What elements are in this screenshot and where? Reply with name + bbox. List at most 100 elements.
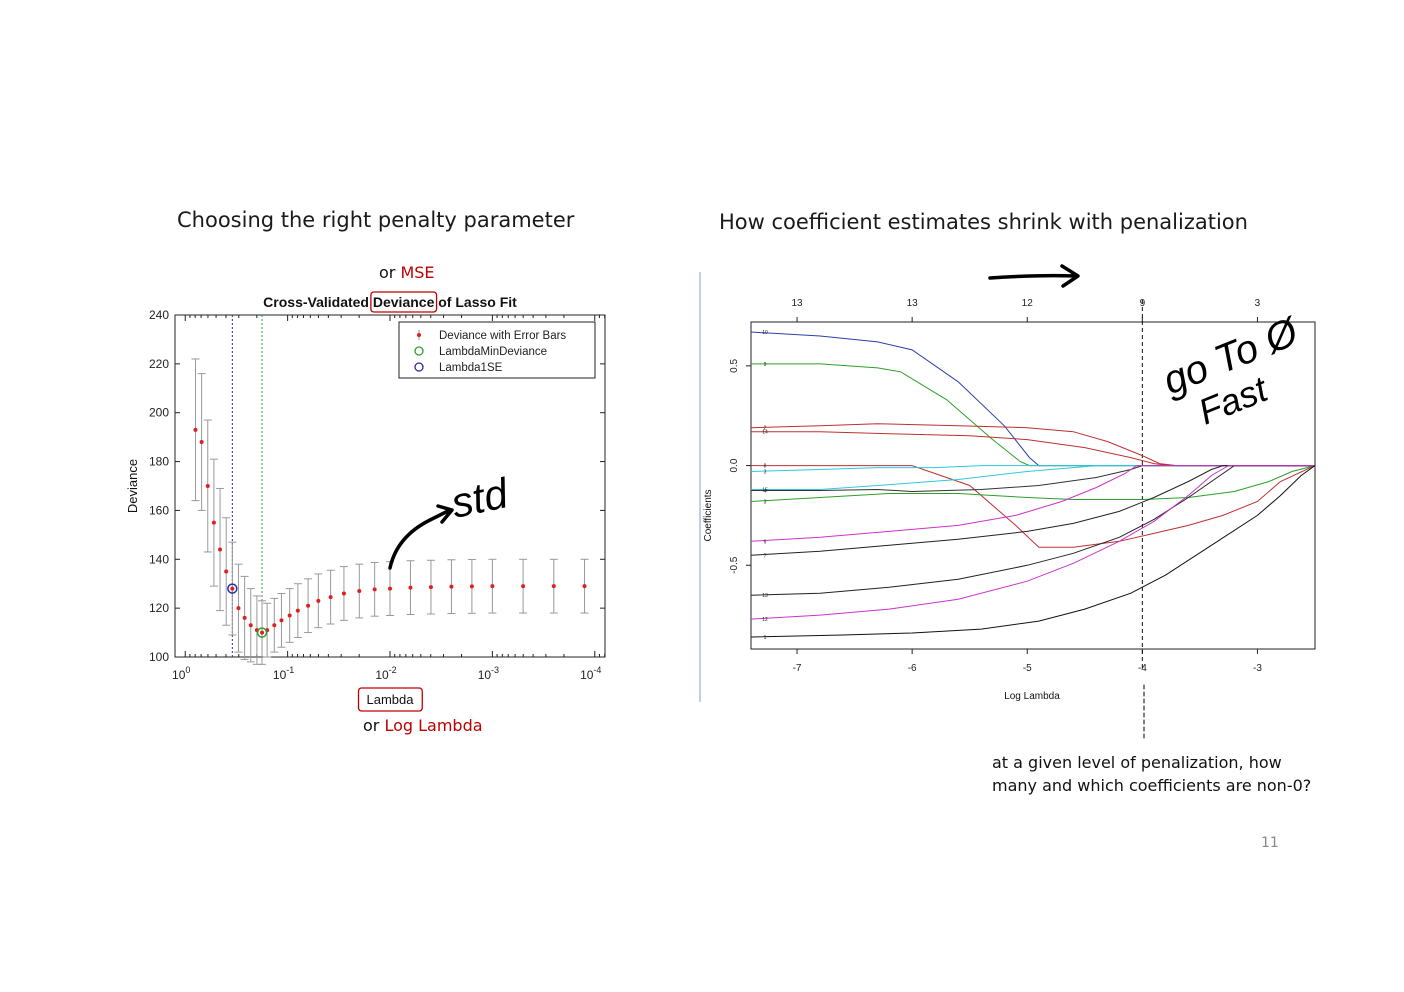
chart-title: Cross-Validated Deviance of Lasso Fit (263, 294, 517, 310)
top-tick-label: 13 (907, 298, 919, 309)
deviance-point (357, 589, 362, 594)
title-part: of Lasso Fit (434, 294, 517, 310)
title-highlight-box (370, 291, 438, 313)
y-tick-label: 140 (149, 552, 169, 566)
top-tick-label: 12 (1022, 298, 1034, 309)
or-mse-word: MSE (400, 263, 435, 282)
deviance-point (469, 584, 474, 589)
coefficient-path (750, 423, 1315, 467)
y-tick-label: 160 (149, 503, 169, 517)
deviance-point (341, 591, 346, 596)
top-tick-label: 3 (1255, 298, 1261, 309)
or-log-lambda-prefix: or (363, 716, 385, 735)
deviance-point (236, 606, 241, 611)
x-tick-label: 100 (172, 665, 190, 682)
deviance-point (295, 608, 300, 613)
coefficient-label: 1 (764, 635, 767, 641)
deviance-point (199, 440, 204, 445)
coefficient-path (750, 465, 1315, 542)
y-tick-label: 100 (149, 650, 169, 664)
coefficient-path (751, 363, 1315, 467)
title-highlight-word: Deviance (373, 294, 435, 310)
x-tick-label: 10-1 (273, 665, 294, 682)
title-part: Cross-Validated (263, 294, 373, 310)
right-heading: How coefficient estimates shrink with pe… (719, 210, 1248, 234)
coefficient-path (751, 431, 1315, 467)
coefficient-label: 10 (762, 330, 768, 336)
top-tick-label: 13 (791, 298, 803, 309)
coefficient-path (751, 465, 1316, 548)
lambda-1se-marker (227, 583, 238, 594)
legend-entry: Deviance with Error Bars (439, 330, 566, 342)
deviance-point (372, 587, 377, 592)
deviance-point (230, 586, 235, 591)
y-tick-label: 200 (149, 406, 169, 420)
x-tick-label: -7 (793, 663, 802, 674)
or-mse-prefix: or (379, 263, 401, 282)
coefficient-path (750, 465, 1315, 596)
deviance-point (306, 603, 311, 608)
or-log-lambda-label: or Log Lambda (363, 716, 483, 735)
coefficient-label: 4 (764, 488, 767, 494)
y-axis-label: Deviance (125, 459, 140, 513)
deviance-point (248, 623, 253, 628)
note-line-1: at a given level of penalization, how (992, 753, 1282, 772)
x-tick-label: 10-2 (375, 665, 396, 682)
deviance-point (272, 623, 277, 628)
deviance-point (211, 520, 216, 525)
coefficient-label: 3 (764, 499, 767, 505)
y-tick-label: 0.0 (729, 458, 740, 472)
x-axis-label: Lambda (367, 692, 415, 707)
coefficient-path (750, 331, 1315, 467)
deviance-point (449, 584, 454, 589)
deviance-chart: Cross-Validated Deviance of Lasso Fit 100… (125, 291, 606, 712)
deviance-point (260, 630, 265, 635)
y-tick-label: -0.5 (729, 556, 740, 574)
deviance-point (551, 584, 556, 589)
deviance-point (242, 615, 247, 620)
deviance-point (205, 484, 210, 488)
coefficient-path (750, 465, 1316, 638)
coefficient-path (750, 465, 1315, 556)
x-tick-label: -6 (908, 663, 917, 674)
legend-entry: Lambda1SE (439, 362, 503, 374)
deviance-point (328, 595, 333, 600)
coefficient-label: 9 (764, 362, 767, 368)
coefficient-label: 3 (764, 470, 767, 476)
deviance-point (521, 584, 526, 589)
handwritten-arrow-top (988, 264, 1080, 288)
page-number: 11 (1261, 835, 1279, 851)
coefficient-path (750, 465, 1315, 620)
legend-entry: LambdaMinDeviance (439, 346, 547, 358)
deviance-point (388, 586, 392, 591)
deviance-point (490, 584, 495, 589)
y-axis-label: Coefficients (703, 489, 714, 541)
coefficient-label: 12 (762, 617, 768, 623)
y-tick-label: 240 (149, 308, 169, 322)
lambda-min-marker (256, 627, 268, 638)
or-mse-label: or MSE (379, 263, 435, 282)
y-tick-label: 220 (149, 357, 169, 371)
left-heading: Choosing the right penalty parameter (177, 208, 575, 232)
deviance-point (218, 547, 223, 552)
coefficient-path (750, 465, 1316, 502)
y-tick-label: 180 (149, 455, 169, 469)
deviance-point (287, 613, 292, 618)
legend-symbol-1se (414, 362, 424, 372)
coefficient-label: 8 (764, 464, 767, 470)
x-tick-label: -4 (1138, 663, 1147, 674)
legend-box (398, 321, 596, 379)
legend-symbol-point (417, 333, 421, 337)
deviance-point (428, 585, 433, 590)
coefficient-path-chart: -7-6-5-4-313131293-0.50.00.5Coefficients… (703, 298, 1316, 702)
coefficient-path (751, 465, 1315, 493)
deviance-point (408, 585, 413, 590)
x-tick-label: -5 (1023, 663, 1032, 674)
y-tick-label: 120 (149, 601, 169, 615)
deviance-point (582, 584, 587, 589)
coefficient-label: 14 (762, 430, 768, 436)
coefficient-label: 6 (764, 539, 767, 545)
slide-divider (699, 272, 701, 702)
x-tick-label: -3 (1253, 663, 1262, 674)
legend-symbol-min (414, 346, 424, 356)
